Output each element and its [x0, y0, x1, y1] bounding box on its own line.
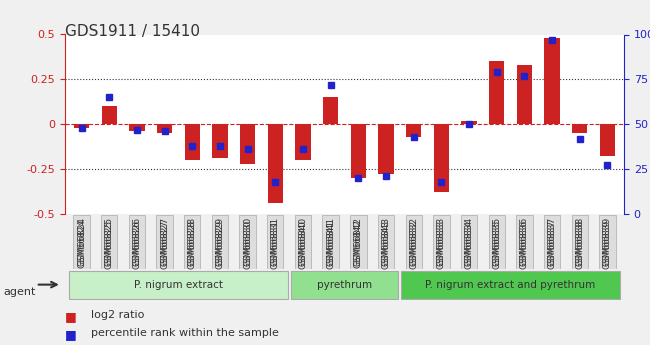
- Bar: [434, 124, 449, 193]
- Bar: [157, 124, 172, 133]
- Text: GSM66835: GSM66835: [492, 217, 501, 266]
- FancyBboxPatch shape: [184, 215, 200, 269]
- Text: GSM66838: GSM66838: [575, 217, 584, 266]
- FancyBboxPatch shape: [239, 215, 256, 269]
- FancyBboxPatch shape: [212, 215, 228, 269]
- FancyBboxPatch shape: [433, 215, 450, 269]
- FancyBboxPatch shape: [129, 215, 145, 269]
- FancyBboxPatch shape: [599, 215, 616, 269]
- Bar: [600, 124, 615, 157]
- Text: GSM66833: GSM66833: [437, 219, 446, 269]
- Text: GSM66833: GSM66833: [437, 217, 446, 266]
- Text: GSM66840: GSM66840: [298, 219, 307, 268]
- Bar: [185, 124, 200, 160]
- FancyBboxPatch shape: [516, 215, 532, 269]
- Bar: [517, 65, 532, 124]
- FancyBboxPatch shape: [571, 215, 588, 269]
- Text: GSM66834: GSM66834: [465, 217, 474, 266]
- Text: P. nigrum extract: P. nigrum extract: [134, 280, 223, 289]
- Text: GSM66832: GSM66832: [410, 219, 418, 268]
- FancyBboxPatch shape: [544, 215, 560, 269]
- Text: pyrethrum: pyrethrum: [317, 280, 372, 289]
- Bar: [406, 124, 421, 137]
- Text: ■: ■: [65, 328, 77, 341]
- Text: GSM66834: GSM66834: [465, 219, 474, 268]
- Text: GSM66829: GSM66829: [215, 217, 224, 266]
- FancyBboxPatch shape: [350, 215, 367, 269]
- FancyBboxPatch shape: [461, 215, 477, 269]
- Text: GSM66832: GSM66832: [410, 217, 418, 266]
- Bar: [240, 124, 255, 164]
- Text: GSM66841: GSM66841: [326, 217, 335, 266]
- Text: GSM66825: GSM66825: [105, 217, 114, 266]
- Text: log2 ratio: log2 ratio: [91, 310, 144, 321]
- Bar: [378, 124, 394, 175]
- Text: GSM66824: GSM66824: [77, 219, 86, 268]
- Text: GSM66827: GSM66827: [160, 217, 169, 266]
- FancyBboxPatch shape: [322, 215, 339, 269]
- Text: agent: agent: [3, 287, 36, 296]
- FancyBboxPatch shape: [401, 270, 620, 298]
- Text: GSM66835: GSM66835: [492, 219, 501, 269]
- FancyBboxPatch shape: [157, 215, 173, 269]
- Text: GSM66841: GSM66841: [326, 219, 335, 268]
- FancyBboxPatch shape: [378, 215, 394, 269]
- Text: GSM66831: GSM66831: [271, 219, 280, 269]
- Text: GSM66825: GSM66825: [105, 219, 114, 268]
- Text: P. nigrum extract and pyrethrum: P. nigrum extract and pyrethrum: [425, 280, 595, 289]
- Text: GSM66838: GSM66838: [575, 219, 584, 269]
- Text: ■: ■: [65, 310, 77, 324]
- Bar: [295, 124, 311, 160]
- Text: GSM66836: GSM66836: [520, 217, 529, 266]
- FancyBboxPatch shape: [291, 270, 398, 298]
- Text: GSM66824: GSM66824: [77, 217, 86, 266]
- Text: GSM66827: GSM66827: [160, 219, 169, 268]
- FancyBboxPatch shape: [73, 215, 90, 269]
- Text: GSM66839: GSM66839: [603, 217, 612, 266]
- Text: GSM66828: GSM66828: [188, 217, 197, 266]
- Bar: [462, 121, 476, 124]
- FancyBboxPatch shape: [101, 215, 118, 269]
- Bar: [489, 61, 504, 124]
- Bar: [268, 124, 283, 203]
- Bar: [129, 124, 144, 131]
- Text: percentile rank within the sample: percentile rank within the sample: [91, 328, 279, 338]
- FancyBboxPatch shape: [267, 215, 283, 269]
- FancyBboxPatch shape: [295, 215, 311, 269]
- Text: GSM66842: GSM66842: [354, 217, 363, 266]
- Bar: [74, 124, 89, 128]
- FancyBboxPatch shape: [406, 215, 422, 269]
- Bar: [351, 124, 366, 178]
- Text: GSM66826: GSM66826: [133, 217, 142, 266]
- Text: GSM66828: GSM66828: [188, 219, 197, 268]
- FancyBboxPatch shape: [489, 215, 505, 269]
- Bar: [572, 124, 588, 133]
- Bar: [101, 106, 117, 124]
- Text: GSM66830: GSM66830: [243, 219, 252, 269]
- Text: GSM66830: GSM66830: [243, 217, 252, 266]
- Text: GSM66837: GSM66837: [547, 217, 556, 266]
- Bar: [213, 124, 228, 158]
- FancyBboxPatch shape: [69, 270, 288, 298]
- Text: GSM66831: GSM66831: [271, 217, 280, 266]
- Text: GSM66829: GSM66829: [215, 219, 224, 268]
- Text: GSM66843: GSM66843: [382, 217, 391, 266]
- Text: GDS1911 / 15410: GDS1911 / 15410: [65, 24, 200, 39]
- Text: GSM66836: GSM66836: [520, 219, 529, 269]
- Text: GSM66840: GSM66840: [298, 217, 307, 266]
- Text: GSM66826: GSM66826: [133, 219, 142, 268]
- Text: GSM66839: GSM66839: [603, 219, 612, 269]
- Bar: [323, 97, 338, 124]
- Text: GSM66837: GSM66837: [547, 219, 556, 269]
- Text: GSM66843: GSM66843: [382, 219, 391, 268]
- Text: GSM66842: GSM66842: [354, 219, 363, 268]
- Bar: [545, 38, 560, 124]
